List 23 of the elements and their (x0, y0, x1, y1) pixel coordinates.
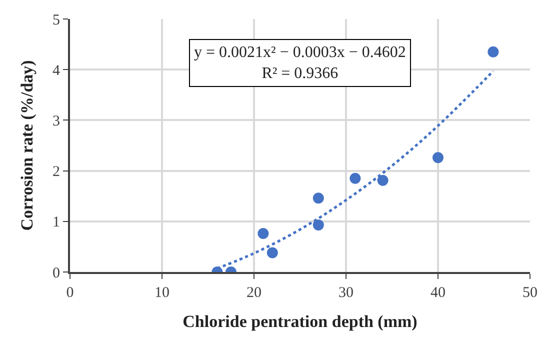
x-tick-label: 10 (154, 285, 170, 301)
point (258, 228, 269, 240)
y-tick-label: 5 (52, 12, 60, 28)
y-axis-title: Corrosion rate (%/day) (18, 60, 37, 231)
point (312, 192, 324, 204)
y-tick-label: 4 (52, 62, 60, 79)
x-axis-title: Chloride pentration depth (mm) (182, 312, 418, 331)
point (350, 172, 361, 184)
point (432, 152, 444, 164)
x-tick-label: 30 (338, 285, 354, 301)
point (312, 219, 324, 230)
annotation: y = 0.0021x² − 0.0003x − 0.4602 R² = 0.9366 (194, 44, 406, 82)
point (377, 174, 388, 186)
point (266, 247, 278, 258)
x-tick-label: 40 (430, 285, 446, 301)
y-tick-label: 1 (52, 214, 60, 231)
x-tick-label: 20 (246, 285, 262, 301)
point (488, 46, 499, 58)
y-tick-label: 3 (52, 113, 60, 130)
x-tick-label: 0 (66, 285, 74, 301)
y-tick-label: 2 (52, 164, 60, 180)
y-tick-label: 0 (52, 265, 60, 282)
x-tick-label: 50 (522, 285, 538, 301)
